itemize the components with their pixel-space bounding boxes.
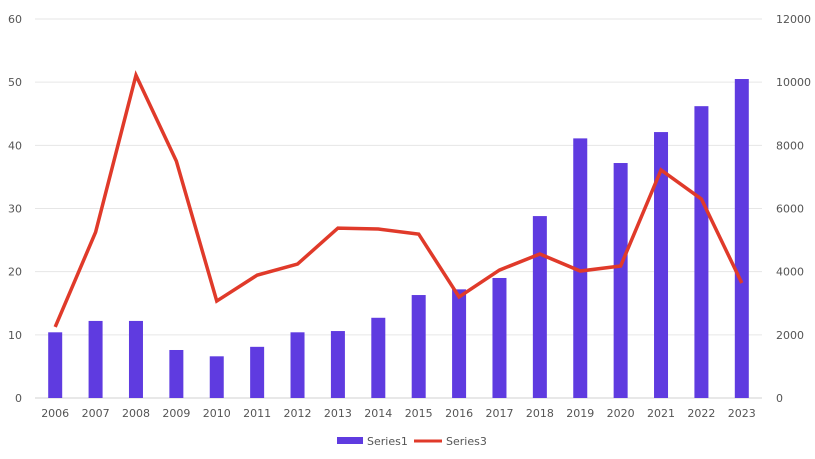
x-tick-label: 2015 [405, 407, 433, 420]
left-tick-label: 10 [8, 329, 22, 342]
left-tick-label: 60 [8, 13, 22, 26]
bar-2008 [129, 321, 143, 398]
right-tick-label: 8000 [776, 139, 804, 152]
bar-2018 [533, 216, 547, 398]
x-tick-label: 2007 [82, 407, 110, 420]
x-tick-label: 2014 [364, 407, 392, 420]
x-tick-label: 2013 [324, 407, 352, 420]
x-tick-label: 2011 [243, 407, 271, 420]
x-tick-label: 2019 [566, 407, 594, 420]
x-tick-label: 2009 [162, 407, 190, 420]
left-tick-label: 30 [8, 203, 22, 216]
x-tick-label: 2008 [122, 407, 150, 420]
bar-2020 [614, 163, 628, 398]
series3-polyline [55, 75, 742, 327]
right-tick-label: 12000 [776, 13, 811, 26]
x-tick-label: 2018 [526, 407, 554, 420]
bar-2006 [48, 332, 62, 398]
right-axis-ticks: 0 2000 4000 6000 8000 10000 12000 [776, 13, 811, 405]
bar-2023 [735, 79, 749, 398]
legend-label-series1: Series1 [367, 435, 408, 448]
x-tick-label: 2016 [445, 407, 473, 420]
left-tick-label: 50 [8, 76, 22, 89]
left-axis-ticks: 0 10 20 30 40 50 60 [8, 13, 22, 405]
series3-line [55, 75, 742, 327]
bar-2017 [492, 278, 506, 398]
x-tick-label: 2021 [647, 407, 675, 420]
left-tick-label: 40 [8, 139, 22, 152]
right-tick-label: 6000 [776, 203, 804, 216]
bar-2014 [371, 318, 385, 398]
x-tick-label: 2017 [485, 407, 513, 420]
bar-2015 [412, 295, 426, 398]
bar-2022 [694, 106, 708, 398]
bar-2016 [452, 289, 466, 398]
series1-bars [48, 79, 749, 398]
left-tick-label: 0 [15, 392, 22, 405]
bar-2012 [291, 332, 305, 398]
x-tick-label: 2020 [607, 407, 635, 420]
x-tick-label: 2010 [203, 407, 231, 420]
x-tick-label: 2006 [41, 407, 69, 420]
right-tick-label: 10000 [776, 76, 811, 89]
x-tick-label: 2012 [284, 407, 312, 420]
x-axis-ticks: 2006 2007 2008 2009 2010 2011 2012 2013 2014 2015… [41, 407, 756, 420]
right-tick-label: 0 [776, 392, 783, 405]
x-tick-label: 2023 [728, 407, 756, 420]
bar-2013 [331, 331, 345, 398]
bar-2009 [169, 350, 183, 398]
legend: Series1 Series3 [337, 435, 487, 448]
bar-2010 [210, 356, 224, 398]
gridlines [35, 19, 762, 398]
x-tick-label: 2022 [687, 407, 715, 420]
right-tick-label: 2000 [776, 329, 804, 342]
bar-2007 [89, 321, 103, 398]
right-tick-label: 4000 [776, 266, 804, 279]
bar-2011 [250, 347, 264, 398]
legend-label-series3: Series3 [446, 435, 487, 448]
left-tick-label: 20 [8, 266, 22, 279]
legend-swatch-series1 [337, 437, 363, 444]
